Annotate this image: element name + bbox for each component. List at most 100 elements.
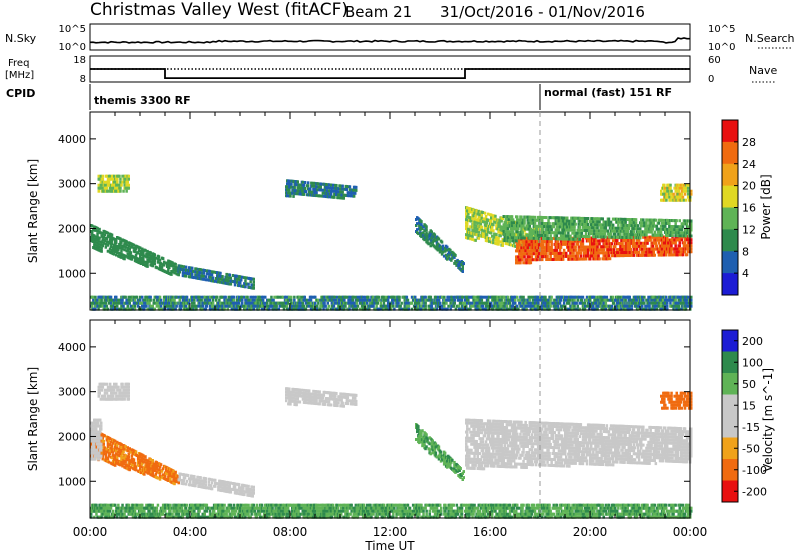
heatmap-cell — [331, 307, 335, 311]
heatmap-cell — [612, 301, 616, 305]
heatmap-cell — [136, 251, 140, 255]
heatmap-cell — [668, 195, 671, 199]
heatmap-cell — [96, 226, 99, 230]
heatmap-cell — [422, 231, 425, 235]
heatmap-cell — [604, 301, 608, 305]
heatmap-cell — [339, 190, 342, 194]
heatmap-cell — [541, 219, 544, 222]
heatmap-cell — [528, 224, 531, 228]
heatmap-cell — [643, 247, 646, 251]
heatmap-cell — [96, 229, 99, 233]
heatmap-cell — [587, 239, 591, 243]
heatmap-cell — [175, 295, 178, 299]
heatmap-cell — [120, 249, 123, 253]
heatmap-cell — [615, 304, 618, 308]
heatmap-cell — [315, 191, 318, 195]
heatmap-cell — [580, 298, 584, 302]
heatmap-cell — [200, 295, 203, 299]
heatmap-cell — [310, 181, 313, 185]
heatmap-cell — [133, 304, 137, 308]
heatmap-cell — [519, 233, 522, 237]
heatmap-cell — [199, 268, 202, 272]
heatmap-cell — [301, 180, 305, 184]
heatmap-cell — [470, 301, 473, 305]
heatmap-cell — [217, 280, 220, 284]
heatmap-cell — [159, 298, 163, 302]
heatmap-cell — [670, 238, 673, 242]
heatmap-cell — [609, 245, 613, 249]
heatmap-cell — [478, 304, 481, 308]
heatmap-cell — [372, 295, 375, 299]
cpid-segment-2: normal (fast) 151 RF — [544, 86, 672, 99]
heatmap-cell — [618, 229, 621, 233]
heatmap-cell — [577, 295, 580, 299]
heatmap-cell — [329, 192, 333, 196]
heatmap-cell — [515, 233, 518, 236]
heatmap-cell — [690, 222, 693, 226]
heatmap-cell — [517, 261, 520, 265]
heatmap-cell — [522, 240, 525, 244]
heatmap-cell — [567, 245, 570, 249]
heatmap-cell — [142, 251, 145, 254]
heatmap-cell — [119, 186, 122, 190]
heatmap-cell — [470, 304, 473, 308]
heatmap-cell — [410, 295, 414, 299]
heatmap-cell — [687, 183, 691, 187]
heatmap-cell — [97, 307, 100, 311]
heatmap-cell — [671, 253, 674, 257]
heatmap-cell — [152, 298, 155, 302]
heatmap-cell — [558, 225, 562, 229]
heatmap-cell — [628, 254, 631, 257]
heatmap-cell — [590, 232, 593, 236]
heatmap-cell — [569, 234, 572, 238]
heatmap-cell — [295, 192, 298, 196]
heatmap-cell — [581, 239, 585, 243]
heatmap-cell — [249, 280, 252, 284]
heatmap-cell — [478, 228, 481, 232]
heatmap-cell — [316, 188, 319, 192]
heatmap-cell — [262, 307, 266, 311]
heatmap-cell — [407, 304, 411, 308]
heatmap-cell — [550, 240, 553, 243]
heatmap-cell — [567, 298, 570, 302]
heatmap-cell — [578, 257, 581, 261]
heatmap-cell — [678, 219, 681, 223]
heatmap-cell — [323, 301, 326, 305]
heatmap-cell — [448, 253, 451, 257]
heatmap-cell — [250, 307, 253, 311]
heatmap-cell — [531, 218, 535, 222]
heatmap-cell — [636, 227, 640, 231]
heatmap-cell — [497, 230, 500, 234]
heatmap-cell — [121, 298, 124, 302]
heatmap-cell — [175, 269, 178, 273]
heatmap-cell — [334, 298, 338, 302]
heatmap-cell — [546, 234, 549, 238]
heatmap-cell — [632, 230, 636, 234]
heatmap-cell — [159, 304, 163, 308]
heatmap-cell — [467, 212, 470, 216]
heatmap-cell — [358, 298, 362, 302]
heatmap-cell — [664, 224, 667, 228]
heatmap-cell — [529, 215, 533, 219]
heatmap-cell — [458, 261, 461, 264]
heatmap-cell — [623, 295, 626, 299]
heatmap-cell — [670, 244, 673, 248]
heatmap-cell — [602, 304, 605, 308]
heatmap-cell — [229, 276, 233, 280]
heatmap-cell — [554, 222, 558, 226]
heatmap-cell — [682, 186, 686, 190]
heatmap-cell — [486, 212, 490, 216]
heatmap-cell — [365, 307, 368, 311]
heatmap-cell — [97, 242, 100, 246]
heatmap-cell — [425, 225, 428, 229]
heatmap-cell — [465, 304, 468, 308]
heatmap-cell — [642, 307, 645, 311]
heatmap-cell — [153, 253, 156, 257]
heatmap-cell — [514, 224, 517, 228]
heatmap-cell — [311, 184, 314, 188]
heatmap-cell — [106, 307, 110, 311]
heatmap-cell — [646, 224, 649, 228]
heatmap-cell — [549, 255, 552, 258]
heatmap-cell — [515, 261, 518, 265]
heatmap-cell — [171, 270, 174, 274]
